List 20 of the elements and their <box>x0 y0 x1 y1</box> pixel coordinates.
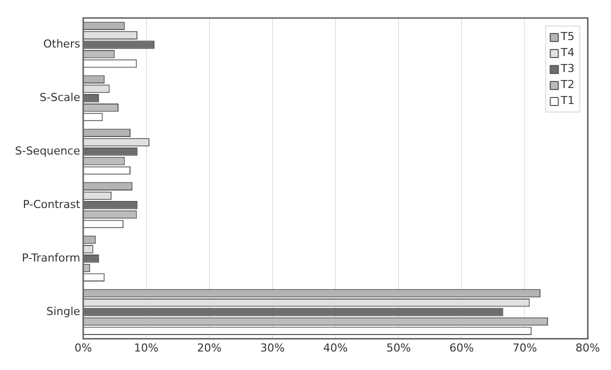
x-tick-label: 0% <box>74 341 92 354</box>
x-tick-label: 70% <box>512 341 537 354</box>
x-tick-label: 80% <box>576 341 600 354</box>
legend-label: T2 <box>560 78 574 91</box>
legend-label: T4 <box>560 46 574 59</box>
y-tick-label: Others <box>43 38 80 51</box>
x-tick-label: 50% <box>386 341 411 354</box>
x-tick-label: 20% <box>197 341 222 354</box>
x-tick-label: 10% <box>134 341 159 354</box>
y-tick-label: P-Tranform <box>22 251 80 264</box>
y-tick-label: Single <box>46 304 80 318</box>
legend-label: T3 <box>560 62 574 75</box>
x-tick-label: 40% <box>323 341 348 354</box>
x-tick-label: 60% <box>449 341 474 354</box>
legend-label: T5 <box>560 30 574 43</box>
y-tick-label: P-Contrast <box>22 198 81 211</box>
y-tick-label: S-Sequence <box>14 144 80 158</box>
x-tick-label: 30% <box>260 341 285 354</box>
y-tick-label: S-Scale <box>40 91 80 104</box>
text: T1 <box>560 94 574 107</box>
